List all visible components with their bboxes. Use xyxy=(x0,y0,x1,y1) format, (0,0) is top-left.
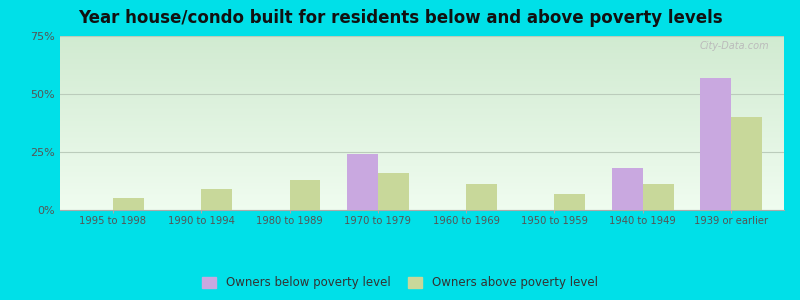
Bar xyxy=(290,180,321,210)
Bar xyxy=(466,184,497,210)
Bar xyxy=(731,117,762,210)
Bar xyxy=(700,78,731,210)
Legend: Owners below poverty level, Owners above poverty level: Owners below poverty level, Owners above… xyxy=(198,272,602,294)
Bar xyxy=(202,189,232,210)
Text: City-Data.com: City-Data.com xyxy=(700,41,770,51)
Bar xyxy=(347,154,378,210)
Bar xyxy=(612,168,642,210)
Bar xyxy=(642,184,674,210)
Bar xyxy=(113,198,144,210)
Bar xyxy=(378,173,409,210)
Bar xyxy=(554,194,586,210)
Text: Year house/condo built for residents below and above poverty levels: Year house/condo built for residents bel… xyxy=(78,9,722,27)
